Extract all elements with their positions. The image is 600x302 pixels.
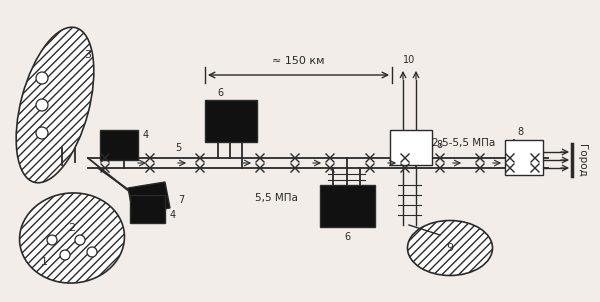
Ellipse shape bbox=[20, 193, 124, 283]
Text: 2: 2 bbox=[68, 223, 76, 233]
Bar bbox=[390, 130, 432, 165]
Bar bbox=[100, 130, 138, 160]
Circle shape bbox=[60, 250, 70, 260]
Text: 8: 8 bbox=[436, 140, 442, 150]
Bar bbox=[320, 185, 375, 227]
Text: 9: 9 bbox=[446, 243, 454, 253]
Text: 2,5-5,5 МПа: 2,5-5,5 МПа bbox=[432, 138, 495, 148]
Text: 5,5 МПа: 5,5 МПа bbox=[255, 193, 298, 203]
Text: 4: 4 bbox=[170, 210, 176, 220]
Text: 10: 10 bbox=[403, 55, 415, 65]
Circle shape bbox=[36, 99, 48, 111]
Text: 6: 6 bbox=[344, 232, 350, 242]
Text: 7: 7 bbox=[178, 195, 184, 205]
Polygon shape bbox=[128, 182, 170, 214]
Text: Город: Город bbox=[577, 144, 587, 176]
Ellipse shape bbox=[407, 220, 493, 275]
Circle shape bbox=[36, 72, 48, 84]
Text: 3: 3 bbox=[85, 50, 91, 60]
Ellipse shape bbox=[16, 27, 94, 183]
Circle shape bbox=[47, 235, 57, 245]
Bar bbox=[205, 100, 257, 142]
Bar bbox=[505, 140, 543, 175]
Bar bbox=[130, 195, 165, 223]
Text: 4: 4 bbox=[143, 130, 149, 140]
Text: 5: 5 bbox=[175, 143, 181, 153]
Text: 8: 8 bbox=[517, 127, 523, 137]
Circle shape bbox=[36, 127, 48, 139]
Text: 6: 6 bbox=[217, 88, 223, 98]
Text: ≈ 150 км: ≈ 150 км bbox=[272, 56, 325, 66]
Text: 1: 1 bbox=[41, 257, 47, 267]
Circle shape bbox=[75, 235, 85, 245]
Circle shape bbox=[87, 247, 97, 257]
